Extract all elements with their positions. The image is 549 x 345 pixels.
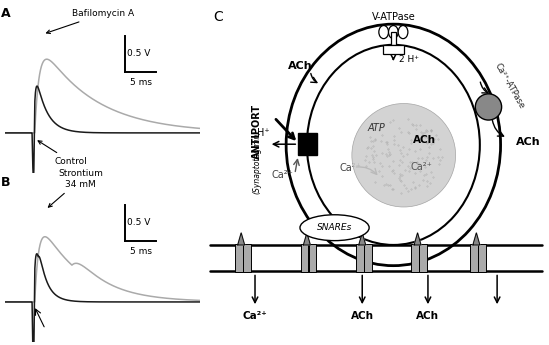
Circle shape (475, 94, 502, 120)
Text: B: B (1, 176, 10, 189)
Polygon shape (359, 233, 366, 245)
Text: ACh: ACh (417, 311, 439, 321)
Bar (390, 32, 396, 45)
Text: (Synaptotagmin): (Synaptotagmin) (252, 130, 261, 194)
Text: Ca²⁺-ATPase: Ca²⁺-ATPase (492, 62, 526, 111)
Ellipse shape (352, 104, 456, 207)
Text: C: C (214, 10, 223, 24)
Text: ACh: ACh (413, 135, 436, 145)
Polygon shape (473, 233, 480, 245)
Text: Ca²⁺: Ca²⁺ (243, 311, 267, 321)
Bar (301, 244, 309, 272)
Text: Bafilomycin A: Bafilomycin A (47, 9, 134, 33)
Text: V-ATPase: V-ATPase (372, 12, 415, 22)
Bar (383, 45, 404, 54)
Bar (419, 244, 427, 272)
Text: ANTIPORT: ANTIPORT (252, 104, 262, 159)
Bar (356, 244, 363, 272)
Text: SNAREs: SNAREs (317, 223, 352, 232)
Ellipse shape (389, 26, 398, 39)
Text: 5 ms: 5 ms (130, 78, 152, 87)
Polygon shape (414, 233, 421, 245)
Text: ACh: ACh (351, 311, 374, 321)
Ellipse shape (307, 45, 480, 245)
Bar (235, 244, 243, 272)
Bar (470, 244, 478, 272)
Bar (411, 244, 419, 272)
Bar (309, 244, 316, 272)
Polygon shape (238, 233, 245, 245)
Text: Strontium
34 mM: Strontium 34 mM (48, 169, 103, 207)
Text: ACh: ACh (516, 137, 541, 147)
Text: 5 ms: 5 ms (130, 247, 152, 256)
Ellipse shape (398, 26, 408, 39)
Text: A: A (1, 7, 10, 20)
Ellipse shape (300, 215, 369, 241)
Bar (243, 244, 250, 272)
Bar (478, 244, 486, 272)
Text: Ca²⁺: Ca²⁺ (410, 162, 432, 172)
Text: 0.5 V: 0.5 V (127, 218, 150, 227)
Polygon shape (304, 233, 310, 245)
Text: 2 H⁺: 2 H⁺ (399, 55, 418, 64)
Bar (298, 133, 317, 155)
Text: ATP: ATP (367, 123, 385, 132)
Text: Control: Control (38, 141, 87, 166)
Text: Ca²⁺: Ca²⁺ (339, 163, 361, 173)
Text: 0.5 V: 0.5 V (127, 49, 150, 58)
Text: Ca²⁺: Ca²⁺ (272, 170, 294, 180)
Text: ACh: ACh (288, 61, 312, 71)
Ellipse shape (379, 26, 389, 39)
Text: H⁺: H⁺ (257, 128, 270, 138)
Bar (364, 244, 372, 272)
